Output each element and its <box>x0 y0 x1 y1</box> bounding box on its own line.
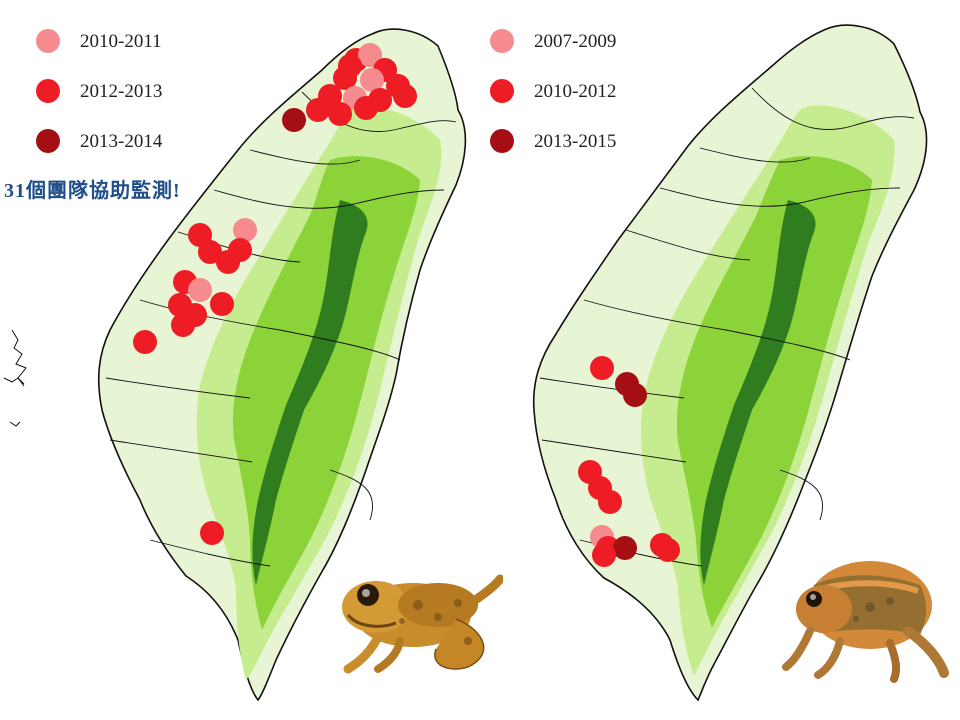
occurrence-point <box>210 292 234 316</box>
legend-label: 2012-2013 <box>80 81 163 102</box>
legend-item-2013-2014: 2013-2014 <box>36 129 236 155</box>
occurrence-point <box>133 330 157 354</box>
occurrence-point <box>358 43 382 67</box>
occurrence-point <box>592 543 616 567</box>
left-map-panel: 2010-2011 2012-2013 2013-2014 31個團隊協助監測! <box>3 28 503 702</box>
county-boundaries <box>539 87 915 567</box>
right-taiwan-map <box>532 24 928 702</box>
legend-dot <box>36 79 60 103</box>
legend-item-2013-2015: 2013-2015 <box>490 129 690 155</box>
mid-mountain-zone <box>676 156 872 628</box>
legend-label: 2013-2015 <box>534 131 617 152</box>
volunteer-teams-caption: 31個團隊協助監測! <box>4 180 181 202</box>
occurrence-point <box>216 250 240 274</box>
legend-label: 2013-2014 <box>80 131 163 152</box>
occurrence-point <box>328 102 352 126</box>
occurrence-point <box>393 84 417 108</box>
occurrence-point <box>613 536 637 560</box>
occurrence-point <box>338 54 362 78</box>
penghu-islets <box>3 329 27 427</box>
legend-item-2010-2012: 2010-2012 <box>490 79 690 105</box>
occurrence-point <box>623 383 647 407</box>
left-frog-photo <box>342 574 503 674</box>
legend-dot <box>490 29 514 53</box>
mid-mountain-zone <box>232 156 420 630</box>
occurrence-point <box>200 521 224 545</box>
left-occurrence-points <box>133 43 417 545</box>
occurrence-point <box>656 538 680 562</box>
high-mountain-ridge <box>252 200 368 585</box>
legend-label: 2010-2012 <box>534 81 617 102</box>
occurrence-point <box>198 240 222 264</box>
occurrence-point <box>188 278 212 302</box>
legend-item-2007-2009: 2007-2009 <box>490 29 690 55</box>
legend-item-2010-2011: 2010-2011 <box>36 29 236 55</box>
legend-dot <box>36 29 60 53</box>
right-map-panel: 2007-2009 2010-2012 2013-2015 <box>480 0 960 720</box>
legend-label: 2007-2009 <box>534 31 617 52</box>
occurrence-point <box>590 356 614 380</box>
occurrence-point <box>354 96 378 120</box>
legend-dot <box>490 79 514 103</box>
occurrence-point <box>282 108 306 132</box>
legend-item-2012-2013: 2012-2013 <box>36 79 236 105</box>
occurrence-point <box>360 68 384 92</box>
high-mountain-ridge <box>700 200 816 585</box>
left-taiwan-map <box>3 28 467 702</box>
legend-dot <box>490 129 514 153</box>
right-frog-photo <box>782 561 949 683</box>
occurrence-point <box>171 313 195 337</box>
occurrence-point <box>233 218 257 242</box>
legend-label: 2010-2011 <box>80 31 162 52</box>
right-occurrence-points <box>578 356 680 567</box>
occurrence-point <box>306 98 330 122</box>
occurrence-point <box>598 490 622 514</box>
legend-dot <box>36 129 60 153</box>
